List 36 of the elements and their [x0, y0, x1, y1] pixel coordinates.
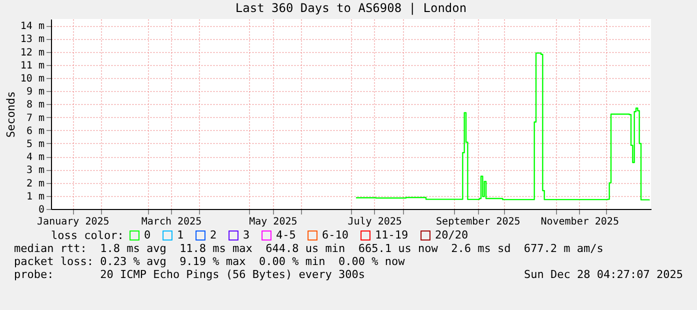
- text: probe: 20 ICMP Echo Pings (56 Bytes) every 300s: [14, 268, 365, 281]
- x-tick-label: September 2025: [436, 216, 520, 228]
- text: median rtt: 1.8 ms avg 11.8 ms max 644.8 us min 665.1 us now 2.6 ms sd 677.2 m am/s: [14, 242, 604, 255]
- y-tick-label: 8 m: [26, 100, 44, 111]
- legend-label: 0: [144, 228, 151, 242]
- y-tick-label: 12 m: [20, 47, 44, 58]
- text: packet loss: 0.23 % avg 9.19 % max 0.00 % min 0.00 % now: [14, 255, 405, 268]
- y-tick-label: 9 m: [26, 86, 44, 98]
- x-tick-label: July 2025: [348, 216, 402, 228]
- y-tick-label: 0: [38, 204, 44, 216]
- y-tick-label: 1 m: [26, 191, 44, 202]
- y-tick-label: 7 m: [26, 112, 44, 124]
- x-tick-label: November 2025: [540, 216, 619, 228]
- x-tick-label: March 2025: [141, 216, 202, 228]
- y-tick-label: 6 m: [26, 126, 44, 137]
- x-tick-label: May 2025: [249, 216, 298, 228]
- y-tick-label: 11 m: [20, 60, 44, 72]
- y-tick-label: 10 m: [20, 73, 44, 84]
- legend-label: 20/20: [435, 228, 468, 242]
- legend-title: loss color:: [51, 229, 124, 242]
- y-tick-label: 4 m: [26, 152, 44, 164]
- legend-label: 3: [243, 228, 250, 242]
- legend-label: 6-10: [322, 228, 348, 242]
- legend-label: 1: [177, 228, 184, 242]
- text: Sun Dec 28 04:27:07 2025: [524, 268, 683, 281]
- y-axis-title: Seconds: [4, 91, 18, 138]
- y-tick-label: 14 m: [20, 21, 44, 32]
- legend-label: 4-5: [276, 228, 296, 242]
- chart-title: Last 360 Days to AS6908 | London: [235, 1, 467, 15]
- legend-label: 2: [210, 228, 217, 242]
- legend-label: 11-19: [375, 228, 408, 242]
- x-tick-label: January 2025: [37, 216, 110, 228]
- y-tick-label: 3 m: [26, 165, 44, 176]
- y-tick-label: 2 m: [26, 178, 44, 190]
- y-tick-label: 5 m: [26, 138, 44, 150]
- y-tick-label: 13 m: [20, 34, 44, 46]
